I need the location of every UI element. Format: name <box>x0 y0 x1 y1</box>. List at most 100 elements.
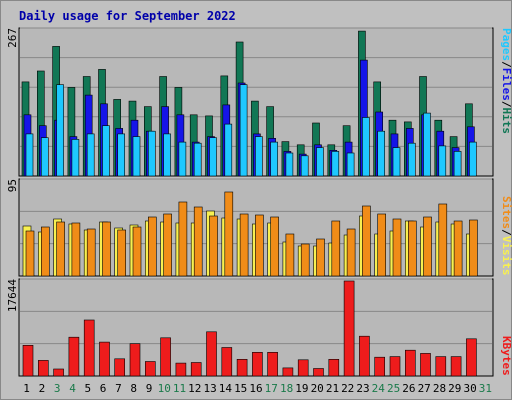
kbytes-bar <box>190 362 202 377</box>
kbytes-bar <box>343 280 355 377</box>
kbytes-bar <box>328 358 340 377</box>
day-label: 29 <box>448 382 461 395</box>
pages-bar <box>148 130 156 177</box>
legend-entry: Sites <box>500 196 512 229</box>
day-label: 17 <box>265 382 278 395</box>
sites-bar <box>255 214 264 277</box>
kbytes-bar <box>206 331 217 377</box>
pages-bar <box>316 147 324 177</box>
day-label: 24 <box>372 382 386 395</box>
top-panel-y-max-label: 267 <box>6 28 19 48</box>
sites-bar <box>132 226 142 277</box>
pages-bar <box>224 123 233 177</box>
legend-entry: Files <box>500 68 512 101</box>
pages-bar <box>362 117 370 177</box>
x-axis-day-labels: 1 2 3 4 5 6 7 8 9 10 11 12 13 14 15 16 17 18 19 20 21 22 23 24 2… <box>23 382 492 395</box>
kbytes-bar <box>313 368 324 377</box>
day-label: 23 <box>356 382 369 395</box>
day-label: 1 <box>23 382 30 395</box>
pages-bar <box>438 145 447 177</box>
day-label: 27 <box>418 382 431 395</box>
kbytes-bar <box>83 319 95 377</box>
pages-bar <box>178 141 187 177</box>
kbytes-bar <box>236 358 248 377</box>
sites-bar <box>86 228 96 277</box>
sites-bar <box>362 205 371 277</box>
day-label: 19 <box>295 382 308 395</box>
day-label: 2 <box>39 382 46 395</box>
pages-bar <box>163 133 171 177</box>
pages-bar <box>132 136 141 177</box>
day-label: 12 <box>188 382 201 395</box>
pages-bar <box>423 112 431 177</box>
sites-bar <box>453 220 463 277</box>
kbytes-bar <box>175 362 187 377</box>
sites-bar <box>377 213 387 277</box>
day-label: 6 <box>100 382 107 395</box>
pages-bar <box>56 84 64 177</box>
pages-bar <box>71 139 80 177</box>
kbytes-bar <box>404 349 416 377</box>
kbytes-bar <box>99 341 110 377</box>
sites-bar <box>316 238 325 277</box>
pages-bar <box>392 147 401 177</box>
day-label: 5 <box>84 382 91 395</box>
day-label: 28 <box>433 382 446 395</box>
kbytes-bar <box>267 351 278 377</box>
day-label: 14 <box>219 382 233 395</box>
day-label: 11 <box>173 382 186 395</box>
pages-bar <box>346 152 355 177</box>
legend-entry: / <box>500 61 512 68</box>
pages-bar <box>102 125 110 177</box>
sites-bar <box>270 216 279 277</box>
top-panel-bars <box>21 30 477 177</box>
legend-entry: / <box>500 229 512 236</box>
kbytes-bar <box>53 368 64 377</box>
sites-bar <box>239 213 249 277</box>
kbytes-bar <box>420 353 431 377</box>
day-label: 4 <box>69 382 76 395</box>
day-label: 31 <box>479 382 492 395</box>
legend-entry: Hits <box>500 108 512 135</box>
sites-bar <box>117 229 126 277</box>
sites-bar <box>102 221 111 277</box>
day-label: 30 <box>463 382 476 395</box>
day-label: 9 <box>146 382 153 395</box>
legend-entry: Pages <box>500 28 512 61</box>
top-panel: 267 Pages/Files/Hits <box>6 27 512 177</box>
sites-bar <box>438 203 448 277</box>
top-panel-legend: Pages/Files/Hits <box>500 28 512 134</box>
kbytes-bar <box>435 356 447 377</box>
bottom-panel-y-max-label: 17644 <box>6 279 19 312</box>
middle-panel-legend: Sites/Visits <box>500 196 512 276</box>
bottom-panel-bars <box>22 280 477 377</box>
pages-bar <box>117 133 125 177</box>
legend-entry: Visits <box>500 236 512 276</box>
day-label: 13 <box>203 382 216 395</box>
pages-bar <box>300 155 309 177</box>
pages-bar <box>239 84 248 177</box>
day-label: 22 <box>341 382 354 395</box>
kbytes-bar <box>450 356 462 377</box>
sites-bar <box>346 228 356 277</box>
middle-panel: 95 Sites/Visits <box>6 178 512 277</box>
pages-bar <box>469 141 477 177</box>
sites-bar <box>40 226 50 277</box>
legend-text: Sites/Visits <box>500 196 512 276</box>
sites-bar <box>71 222 81 277</box>
sites-bar <box>300 243 310 277</box>
day-label: 26 <box>402 382 415 395</box>
kbytes-bar <box>160 337 171 377</box>
day-label: 3 <box>54 382 61 395</box>
bottom-panel-legend: KBytes <box>500 336 512 376</box>
kbytes-bar <box>252 351 263 377</box>
kbytes-bar <box>114 358 125 377</box>
day-label: 25 <box>387 382 400 395</box>
sites-bar <box>148 216 157 277</box>
day-label: 21 <box>326 382 339 395</box>
kbytes-bar <box>68 336 80 377</box>
kbytes-bar <box>389 356 401 377</box>
kbytes-bar <box>374 356 386 377</box>
day-label: 16 <box>249 382 262 395</box>
pages-bar <box>86 133 95 177</box>
